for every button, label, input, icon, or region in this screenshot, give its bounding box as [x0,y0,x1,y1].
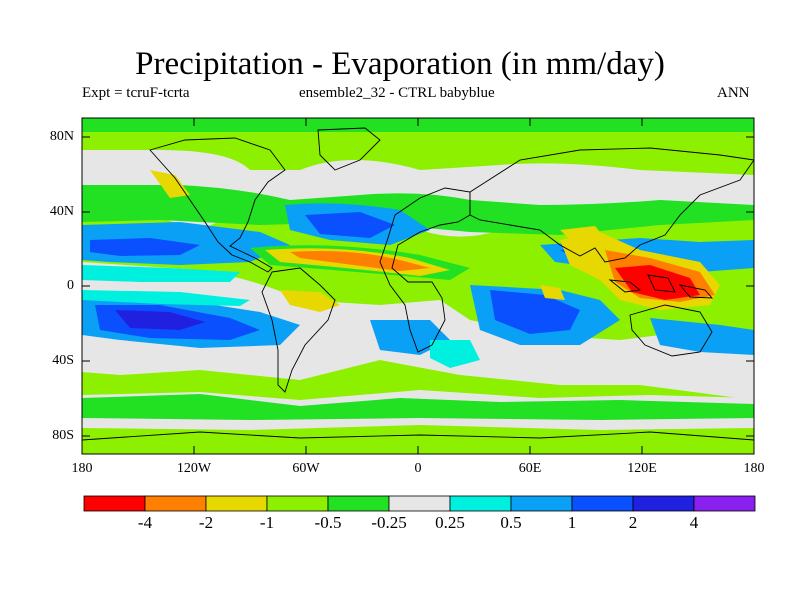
lon-ticks [193,118,643,454]
colorbar-label: 1 [567,513,577,532]
lat-ticks [82,136,754,437]
lat-label-0: 0 [67,278,74,293]
colorbar-label: -1 [259,513,275,532]
lat-label-40n: 40N [49,204,74,219]
lon-label-120e: 120E [627,461,657,476]
colorbar-swatch [693,495,756,512]
map-title: Precipitation - Evaporation (in mm/day) [135,46,665,82]
lon-label-120w: 120W [176,461,212,476]
colorbar [83,495,756,512]
lon-label-180e: 180 [743,461,765,476]
colorbar-label: -2 [198,513,214,532]
colorbar-swatch [571,495,634,512]
lon-label-60e: 60E [518,461,542,476]
coastlines [82,127,754,441]
colorbar-swatch [510,495,573,512]
lat-label-40s: 40S [52,353,74,368]
colorbar-swatch [449,495,512,512]
ensemble-label: ensemble2_32 - CTRL babyblue [299,85,495,101]
colorbar-swatch [388,495,451,512]
colorbar-swatch [83,495,146,512]
lat-label-80n: 80N [49,129,74,144]
colorbar-swatch [144,495,207,512]
colorbar-swatch [266,495,329,512]
lon-label-180w: 180 [71,461,93,476]
colorbar-swatch [205,495,268,512]
experiment-label: Expt = tcruF-tcrta [82,85,190,101]
colorbar-label: -0.5 [314,513,342,532]
colorbar-swatch [327,495,390,512]
colorbar-label: -0.25 [371,513,407,532]
season-label: ANN [717,85,750,101]
colorbar-label: 2 [628,513,638,532]
colorbar-label: 0.5 [500,513,522,532]
lat-label-80s: 80S [52,428,74,443]
lon-label-60w: 60W [292,461,320,476]
colorbar-label: 4 [689,513,699,532]
lon-label-0: 0 [414,461,422,476]
colorbar-label: -4 [137,513,153,532]
colorbar-swatch [632,495,695,512]
colorbar-label: 0.25 [435,513,465,532]
